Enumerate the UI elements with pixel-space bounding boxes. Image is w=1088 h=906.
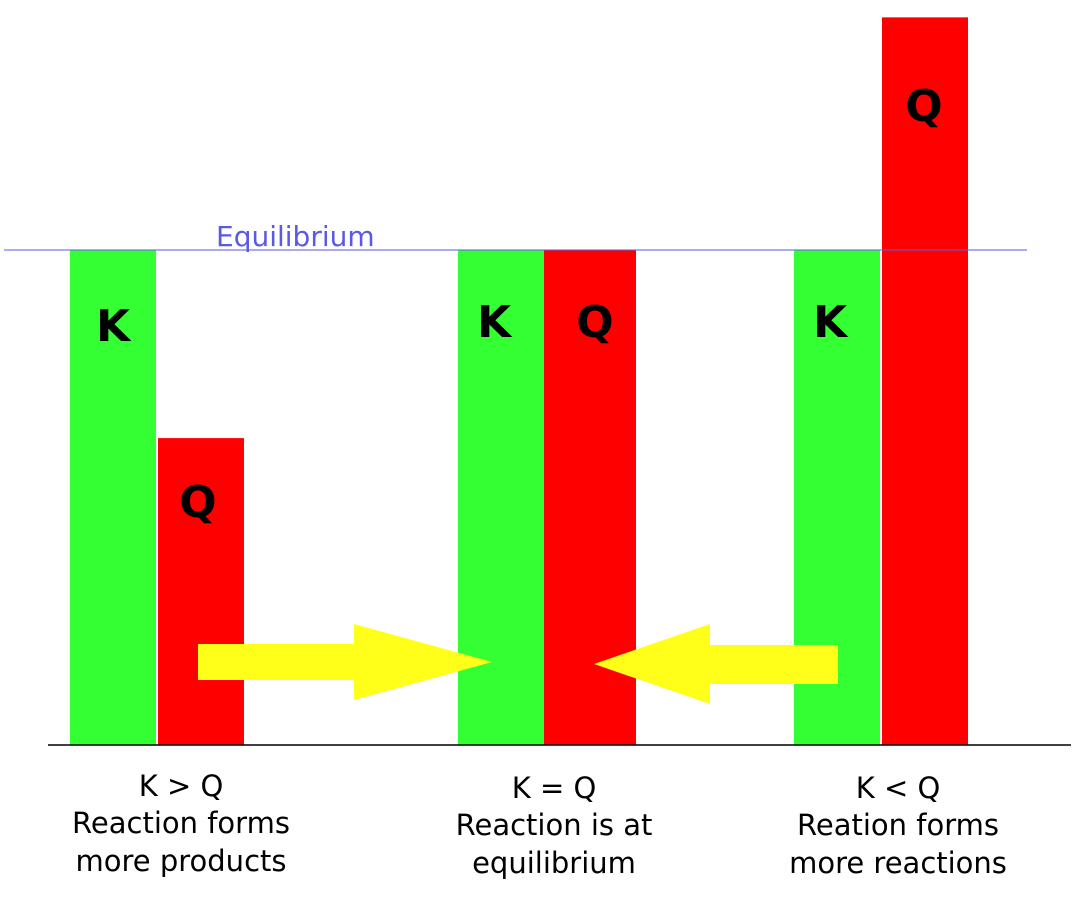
group1-caption-line2: Reaction forms [72, 806, 290, 840]
group2-caption-line2: Reaction is at [456, 808, 653, 842]
group2-caption-relation: K = Q [512, 771, 597, 805]
group3-caption-relation: K < Q [856, 771, 941, 805]
group3-caption-line3: more reactions [789, 846, 1007, 880]
group1-q-bar [158, 438, 244, 745]
group1-k-bar [70, 250, 156, 745]
group1-caption-line3: more products [76, 844, 287, 878]
group3-q-bar [882, 17, 968, 746]
group3-k-label: K [813, 297, 849, 348]
group2-caption-line3: equilibrium [472, 846, 636, 880]
left-arrow-icon [594, 624, 838, 704]
group3-caption-line2: Reation forms [797, 808, 999, 842]
group2-q-label: Q [576, 297, 613, 348]
group3-q-label: Q [905, 81, 942, 132]
group1-q-label: Q [179, 477, 216, 528]
group1-k-label: K [96, 301, 132, 352]
group1-caption-relation: K > Q [139, 769, 224, 803]
right-arrow-icon [198, 624, 492, 700]
group2-k-label: K [477, 297, 513, 348]
equilibrium-label: Equilibrium [216, 220, 375, 253]
